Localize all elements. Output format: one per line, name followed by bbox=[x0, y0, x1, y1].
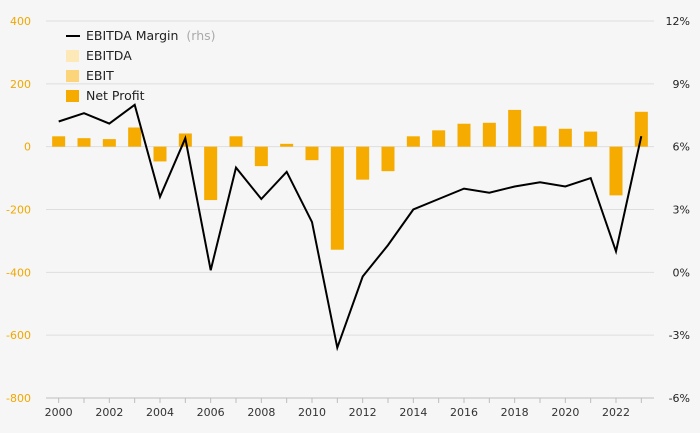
legend-suffix-rhs: (rhs) bbox=[186, 28, 215, 43]
x-tick-label: 2020 bbox=[551, 406, 579, 419]
legend-swatch-net-profit bbox=[66, 90, 79, 102]
legend-label-net-profit: Net Profit bbox=[86, 88, 145, 103]
y-left-tick-label: 200 bbox=[10, 78, 31, 91]
bar-net-profit bbox=[254, 146, 268, 167]
bar-net-profit bbox=[634, 111, 648, 147]
bar-net-profit bbox=[229, 136, 243, 147]
bar-net-profit bbox=[102, 139, 116, 147]
bar-net-profit bbox=[330, 146, 344, 250]
y-left-tick-label: -400 bbox=[6, 266, 31, 279]
bar-net-profit bbox=[558, 128, 572, 147]
legend-label-ebit: EBIT bbox=[86, 68, 114, 83]
y-left-tick-label: 0 bbox=[24, 141, 31, 154]
y-left-tick-label: 400 bbox=[10, 15, 31, 28]
bar-net-profit bbox=[609, 146, 623, 196]
bar-net-profit bbox=[508, 109, 522, 147]
bar-net-profit bbox=[432, 130, 446, 147]
bar-net-profit bbox=[356, 146, 370, 180]
line-series bbox=[58, 103, 643, 352]
line-ebitda-margin bbox=[58, 103, 643, 352]
x-tick-label: 2002 bbox=[95, 406, 123, 419]
bar-net-profit bbox=[305, 146, 319, 161]
y-right-tick-label: -6% bbox=[669, 392, 690, 405]
y-right-tick-label: 3% bbox=[673, 204, 690, 217]
bar-net-profit bbox=[128, 127, 142, 147]
x-tick-label: 2008 bbox=[247, 406, 275, 419]
y-right-tick-label: 6% bbox=[673, 141, 690, 154]
y-left-tick-label: -600 bbox=[6, 329, 31, 342]
y-right-tick-label: 0% bbox=[673, 266, 690, 279]
x-tick-label: 2014 bbox=[399, 406, 427, 419]
legend: EBITDA Margin (rhs) EBITDA EBIT Net Prof… bbox=[66, 28, 216, 103]
y-left-tick-label: -800 bbox=[6, 392, 31, 405]
legend-swatch-ebit bbox=[66, 70, 79, 82]
bar-net-profit bbox=[204, 146, 218, 201]
gridlines bbox=[46, 20, 654, 399]
legend-label-ebitda: EBITDA bbox=[86, 48, 132, 63]
x-tick-label: 2012 bbox=[349, 406, 377, 419]
x-tick-label: 2006 bbox=[197, 406, 225, 419]
x-tick-label: 2022 bbox=[602, 406, 630, 419]
y-right-tick-label: 9% bbox=[673, 78, 690, 91]
bar-net-profit bbox=[153, 146, 167, 162]
y-right-tick-label: -3% bbox=[669, 329, 690, 342]
legend-name-ebitda-margin: EBITDA Margin bbox=[86, 28, 178, 43]
x-tick-label: 2004 bbox=[146, 406, 174, 419]
bar-net-profit bbox=[533, 126, 547, 147]
legend-swatch-ebitda bbox=[66, 50, 79, 62]
x-tick-label: 2010 bbox=[298, 406, 326, 419]
bar-net-profit bbox=[381, 146, 395, 172]
bar-net-profit bbox=[77, 138, 91, 147]
y-left-tick-label: -200 bbox=[6, 204, 31, 217]
x-tick-label: 2016 bbox=[450, 406, 478, 419]
legend-label-ebitda-margin: EBITDA Margin (rhs) bbox=[86, 28, 216, 43]
bar-net-profit bbox=[584, 131, 598, 147]
bar-net-profit bbox=[52, 136, 66, 147]
x-tick-label: 2000 bbox=[45, 406, 73, 419]
bar-net-profit bbox=[457, 123, 471, 147]
bar-net-profit bbox=[280, 143, 294, 147]
bar-net-profit bbox=[482, 122, 496, 147]
y-right-tick-label: 12% bbox=[666, 15, 690, 28]
x-tick-label: 2018 bbox=[501, 406, 529, 419]
bar-net-profit bbox=[406, 136, 420, 147]
axes: 4002000-200-400-600-80012%9%6%3%0%-3%-6%… bbox=[6, 15, 690, 419]
